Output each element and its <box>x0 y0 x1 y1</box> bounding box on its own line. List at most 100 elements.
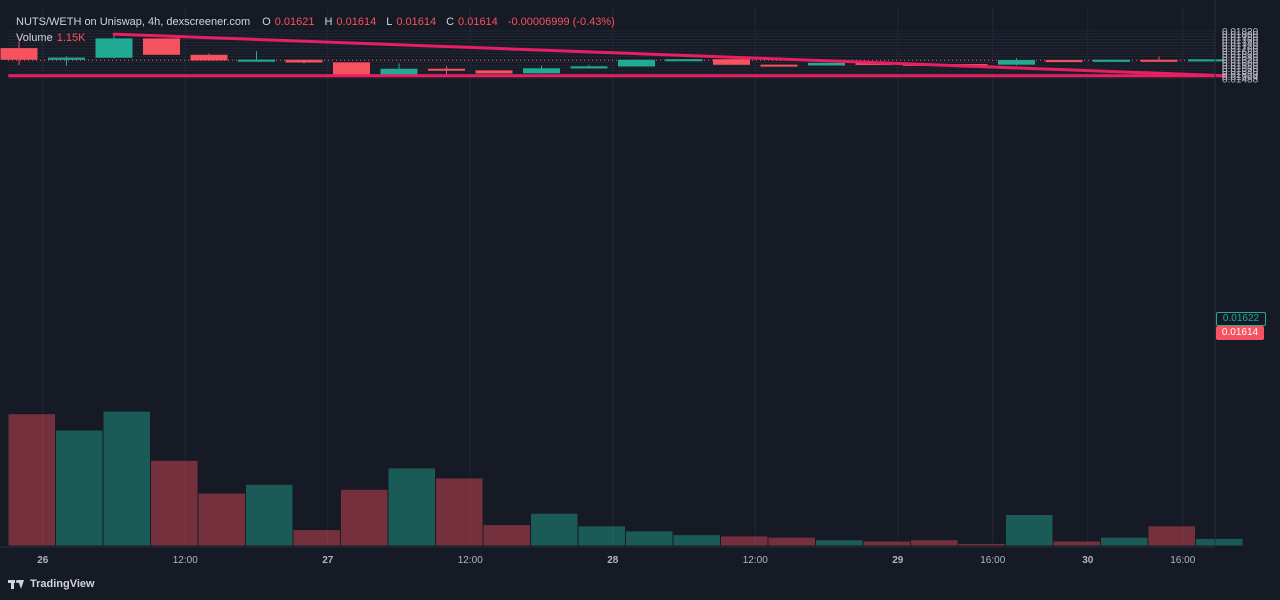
candle-body <box>570 66 608 69</box>
price-tick-label: 0.01740 <box>1222 38 1259 49</box>
volume-bar <box>720 535 769 547</box>
candle-body <box>523 68 560 74</box>
volume-bar <box>197 492 246 547</box>
candle-body <box>808 62 845 66</box>
price-tick-label: 0.01700 <box>1222 44 1259 55</box>
time-tick-label: 12:00 <box>743 555 768 566</box>
candle-body <box>238 59 275 62</box>
candle-body <box>618 59 655 67</box>
candle-body <box>333 62 370 76</box>
trendline <box>112 32 1227 78</box>
price-tick-label: 0.01600 <box>1222 58 1259 69</box>
volume-bar <box>150 459 199 547</box>
volume-value: 1.15K <box>56 32 86 44</box>
candle-body <box>143 38 180 55</box>
candle <box>998 58 1035 66</box>
volume-bar <box>1005 514 1054 547</box>
high-label: H <box>324 16 333 28</box>
candle <box>285 59 323 64</box>
volume-bar <box>292 529 341 547</box>
candle-body <box>1140 59 1178 62</box>
time-tick-label: 16:00 <box>1170 555 1195 566</box>
time-tick-label: 12:00 <box>458 555 483 566</box>
volume-label: Volume <box>16 32 53 44</box>
volume-bar <box>1195 537 1244 547</box>
candle <box>1045 60 1083 63</box>
price-tick-label: 0.01660 <box>1222 50 1259 61</box>
volume-bar <box>340 488 389 547</box>
candle-body <box>190 54 228 61</box>
symbol-title: NUTS/WETH on Uniswap, 4h, dexscreener.co… <box>16 16 251 28</box>
candle-body <box>1093 59 1130 62</box>
volume-bar <box>577 525 626 547</box>
volume-bar <box>957 542 1006 547</box>
price-tick-label: 0.01488 <box>1222 74 1259 85</box>
candle-body <box>285 59 323 63</box>
price-tick-label: 0.01560 <box>1222 64 1259 75</box>
price-axis: 0.018200.018000.017800.017600.017400.017… <box>1222 27 1259 85</box>
time-axis: 26 12:00 27 12:00 28 12:00 29 16:00 30 16:00 <box>37 555 1196 566</box>
candle-body <box>1045 60 1083 63</box>
high-value: 0.01614 <box>336 16 377 28</box>
candle-body <box>1188 59 1225 62</box>
candle <box>238 51 275 62</box>
time-tick-label: 27 <box>322 555 334 566</box>
price-tick-label: 0.01760 <box>1222 36 1259 47</box>
close-value: 0.01614 <box>458 16 498 28</box>
tradingview-logo-icon <box>8 579 24 589</box>
candle <box>48 56 85 66</box>
price-tick-label: 0.01820 <box>1222 27 1259 38</box>
volume-bar <box>672 534 721 547</box>
price-tick-label: 0.01680 <box>1222 47 1259 58</box>
time-tick-label: 26 <box>37 555 49 566</box>
last-close-price-tag: 0.01614 <box>1216 326 1264 340</box>
volume-bar <box>530 512 579 547</box>
price-tick-label: 0.01580 <box>1222 61 1259 72</box>
price-tick-label: 0.01780 <box>1222 33 1259 44</box>
volume-bar <box>7 413 56 547</box>
low-value: 0.01614 <box>396 16 437 28</box>
candle <box>428 66 465 76</box>
tradingview-logo[interactable]: TradingView <box>8 578 95 590</box>
price-tick-label: 0.01540 <box>1222 67 1259 78</box>
volume-bar <box>55 429 104 547</box>
open-label: O <box>262 16 271 28</box>
volume-bar <box>102 410 151 547</box>
close-label: C <box>446 16 455 28</box>
volume-bar <box>767 536 816 547</box>
tradingview-logo-text: TradingView <box>30 578 95 590</box>
candle-body <box>760 64 798 67</box>
open-value: 0.01621 <box>274 16 315 28</box>
candle <box>1140 56 1178 62</box>
candle-body <box>95 38 133 58</box>
volume-bar <box>1052 540 1101 547</box>
volume-bar <box>482 524 531 547</box>
candle-body <box>713 59 750 65</box>
candle <box>1188 59 1225 62</box>
candle-body <box>0 48 38 60</box>
candle <box>808 62 845 66</box>
candle <box>380 63 418 76</box>
volume-bar <box>625 530 674 547</box>
time-tick-label: 30 <box>1082 555 1094 566</box>
candle-body <box>48 57 85 60</box>
candle <box>760 64 798 67</box>
chart-legend: NUTS/WETH on Uniswap, 4h, dexscreener.co… <box>16 14 615 46</box>
change-value: -0.00006999 (-0.43%) <box>507 16 615 28</box>
volume-bar <box>435 477 484 547</box>
time-tick-label: 16:00 <box>980 555 1005 566</box>
volume-bar <box>1100 536 1149 547</box>
trendlines <box>8 32 1227 78</box>
candle-body <box>380 68 418 76</box>
time-tick-label: 29 <box>892 555 904 566</box>
plot-area <box>8 8 1215 547</box>
candle <box>570 64 608 69</box>
price-tick-label: 0.01520 <box>1222 70 1259 81</box>
candle <box>190 53 228 61</box>
candle <box>713 59 750 65</box>
volume-bar <box>862 540 911 547</box>
volume-bars <box>7 410 1244 547</box>
candle-body <box>665 59 703 62</box>
candle <box>523 65 560 74</box>
